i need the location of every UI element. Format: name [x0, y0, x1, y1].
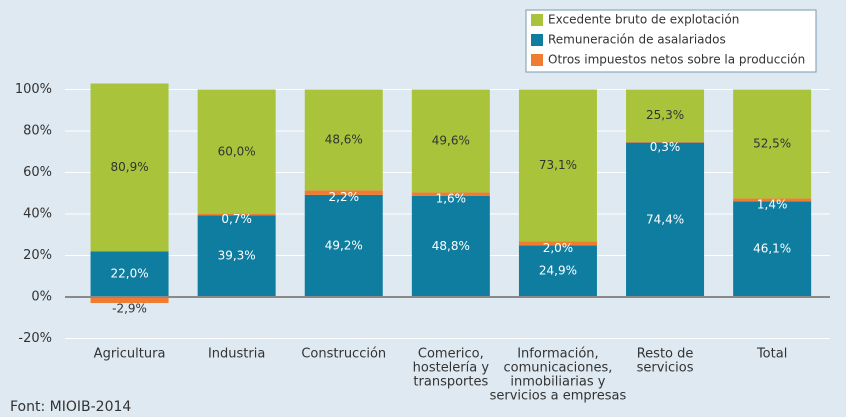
bar-segment — [733, 89, 812, 199]
bar-segment — [197, 215, 276, 297]
y-tick-label: -20% — [18, 331, 52, 346]
legend-box — [525, 9, 817, 73]
x-tick-label: Comerico, — [418, 347, 484, 362]
value-label: 22,0% — [110, 267, 148, 281]
value-label: 49,2% — [325, 238, 363, 252]
value-label: 74,4% — [646, 212, 684, 226]
bar-segment — [90, 251, 169, 297]
x-tick-label: Construcción — [301, 347, 386, 362]
bar-segment — [90, 83, 169, 252]
value-label: 48,8% — [432, 239, 470, 253]
bar-segment — [304, 89, 383, 191]
value-label: 1,4% — [757, 197, 788, 211]
bar-segment — [518, 245, 597, 297]
x-tick-label: Total — [756, 347, 787, 362]
x-tick-label: Resto de — [637, 347, 694, 362]
value-label: 49,6% — [432, 133, 470, 147]
value-label: 48,6% — [325, 132, 363, 146]
bar-segment — [304, 194, 383, 297]
y-tick-label: 100% — [15, 82, 52, 97]
x-tick-label: comunicaciones, — [504, 361, 613, 376]
x-tick-label: Agricultura — [94, 347, 166, 362]
value-label: 0,7% — [221, 212, 252, 226]
value-label: 60,0% — [218, 144, 256, 158]
source: Font: MIOIB-2014 — [10, 399, 131, 415]
value-label: 25,3% — [646, 108, 684, 122]
bar-segment — [411, 195, 490, 297]
y-tick-label: 0% — [31, 290, 52, 305]
x-tick-label: transportes — [413, 375, 488, 390]
bar-segment — [518, 241, 597, 246]
value-label: 39,3% — [218, 249, 256, 263]
bar-segment — [518, 89, 597, 242]
value-label: 80,9% — [110, 160, 148, 174]
value-label: 0,3% — [650, 140, 681, 154]
legend-label: Otros impuestos netos sobre la producció… — [548, 53, 805, 67]
y-tick-label: 40% — [23, 207, 52, 222]
x-tick-label: Industria — [208, 347, 265, 362]
legend-label: Remuneración de asalariados — [548, 33, 726, 47]
bar-segment — [90, 297, 169, 304]
value-label: 73,1% — [539, 158, 577, 172]
y-tick-label: 80% — [23, 124, 52, 139]
bar-segment — [411, 89, 490, 193]
bar-segment — [626, 89, 705, 142]
legend-swatch — [531, 14, 543, 26]
value-label: 24,9% — [539, 264, 577, 278]
bar-segment — [733, 201, 812, 297]
value-label: 52,5% — [753, 136, 791, 150]
bar-segment — [626, 141, 705, 143]
y-tick-label: 20% — [23, 248, 52, 263]
y-tick-label: 60% — [23, 165, 52, 180]
bar-segment — [304, 190, 383, 195]
x-tick-label: inmobiliarias y — [510, 375, 605, 390]
value-label: 2,2% — [329, 190, 360, 204]
value-label: 46,1% — [753, 242, 791, 256]
legend-swatch — [531, 34, 543, 46]
x-tick-label: servicios a empresas — [490, 389, 627, 404]
value-label: 2,0% — [543, 241, 574, 255]
bar-segment — [626, 142, 705, 297]
legend-label: Excedente bruto de explotación — [548, 13, 739, 27]
x-tick-label: hostelería y — [413, 361, 490, 376]
x-tick-label: servicios — [637, 361, 694, 376]
legend-swatch — [531, 54, 543, 66]
x-tick-label: Información, — [517, 347, 598, 362]
bar-segment — [411, 192, 490, 196]
value-label: -2,9% — [112, 302, 147, 316]
value-label: 1,6% — [436, 192, 467, 206]
bar-segment — [733, 198, 812, 202]
bar-segment — [197, 89, 276, 214]
bar-segment — [197, 214, 276, 216]
